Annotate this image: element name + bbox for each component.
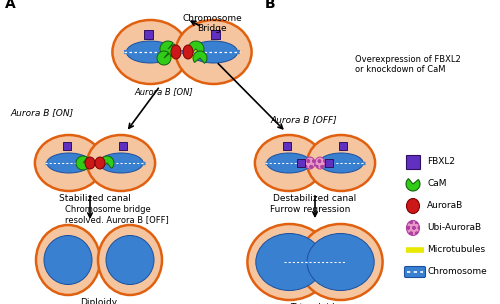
Ellipse shape (248, 224, 332, 300)
Text: Chromosome: Chromosome (427, 268, 487, 277)
Bar (339, 142, 347, 150)
Wedge shape (160, 41, 176, 57)
Bar (119, 142, 127, 150)
Ellipse shape (87, 135, 155, 191)
Bar (63, 142, 71, 150)
Ellipse shape (305, 157, 315, 169)
Bar (406, 155, 420, 169)
Ellipse shape (255, 135, 323, 191)
Ellipse shape (315, 157, 325, 169)
Ellipse shape (47, 153, 91, 173)
Ellipse shape (307, 233, 374, 291)
Text: FBXL2: FBXL2 (427, 157, 455, 167)
Text: Destabilized canal: Destabilized canal (274, 194, 356, 203)
Text: CaM: CaM (427, 179, 446, 188)
Text: Chromosome
Bridge: Chromosome Bridge (182, 14, 242, 33)
Ellipse shape (319, 153, 363, 173)
Wedge shape (76, 156, 90, 170)
Text: Tetraploidy: Tetraploidy (290, 303, 340, 304)
Ellipse shape (406, 220, 420, 236)
Wedge shape (188, 41, 204, 55)
Wedge shape (157, 51, 171, 65)
Ellipse shape (406, 199, 420, 213)
Text: Furrow regression: Furrow regression (270, 205, 350, 214)
Ellipse shape (190, 41, 238, 63)
Text: Diploidy: Diploidy (80, 298, 118, 304)
Text: Aurora B [OFF]: Aurora B [OFF] (270, 116, 336, 125)
Bar (144, 30, 153, 39)
Bar (283, 142, 291, 150)
Text: AuroraB: AuroraB (427, 202, 463, 210)
Ellipse shape (176, 20, 252, 84)
Ellipse shape (256, 233, 323, 291)
Ellipse shape (307, 135, 375, 191)
Text: Ubi-AuroraB: Ubi-AuroraB (427, 223, 481, 233)
Wedge shape (406, 179, 420, 191)
Ellipse shape (287, 247, 343, 277)
Text: Aurora B [ON]: Aurora B [ON] (134, 87, 194, 96)
Bar (325, 159, 333, 167)
Ellipse shape (35, 135, 103, 191)
Text: Chromosome bridge
resolved. Aurora B [OFF]: Chromosome bridge resolved. Aurora B [OF… (65, 205, 169, 224)
Ellipse shape (171, 45, 181, 59)
Ellipse shape (106, 236, 154, 285)
Ellipse shape (267, 153, 311, 173)
Ellipse shape (36, 225, 100, 295)
Ellipse shape (99, 153, 143, 173)
Ellipse shape (183, 45, 193, 59)
Ellipse shape (66, 151, 124, 175)
Ellipse shape (112, 20, 188, 84)
Wedge shape (193, 51, 207, 63)
Ellipse shape (85, 157, 95, 169)
Ellipse shape (298, 224, 382, 300)
Text: Aurora B [ON]: Aurora B [ON] (10, 109, 73, 118)
Ellipse shape (290, 153, 340, 174)
Ellipse shape (286, 151, 344, 175)
Ellipse shape (95, 157, 105, 169)
Text: Overexpression of FBXL2
or knockdown of CaM: Overexpression of FBXL2 or knockdown of … (355, 55, 461, 74)
Ellipse shape (44, 236, 92, 285)
Text: Microtubules: Microtubules (427, 246, 485, 254)
Ellipse shape (153, 38, 211, 66)
Text: A: A (5, 0, 16, 11)
Text: B: B (265, 0, 276, 11)
Ellipse shape (144, 36, 220, 68)
Wedge shape (100, 156, 114, 168)
Bar (297, 159, 305, 167)
Ellipse shape (126, 41, 174, 63)
Text: Stabilized canal: Stabilized canal (59, 194, 131, 203)
FancyBboxPatch shape (404, 267, 425, 278)
Ellipse shape (290, 249, 340, 275)
Bar (211, 30, 220, 39)
Ellipse shape (70, 153, 120, 174)
Ellipse shape (98, 225, 162, 295)
